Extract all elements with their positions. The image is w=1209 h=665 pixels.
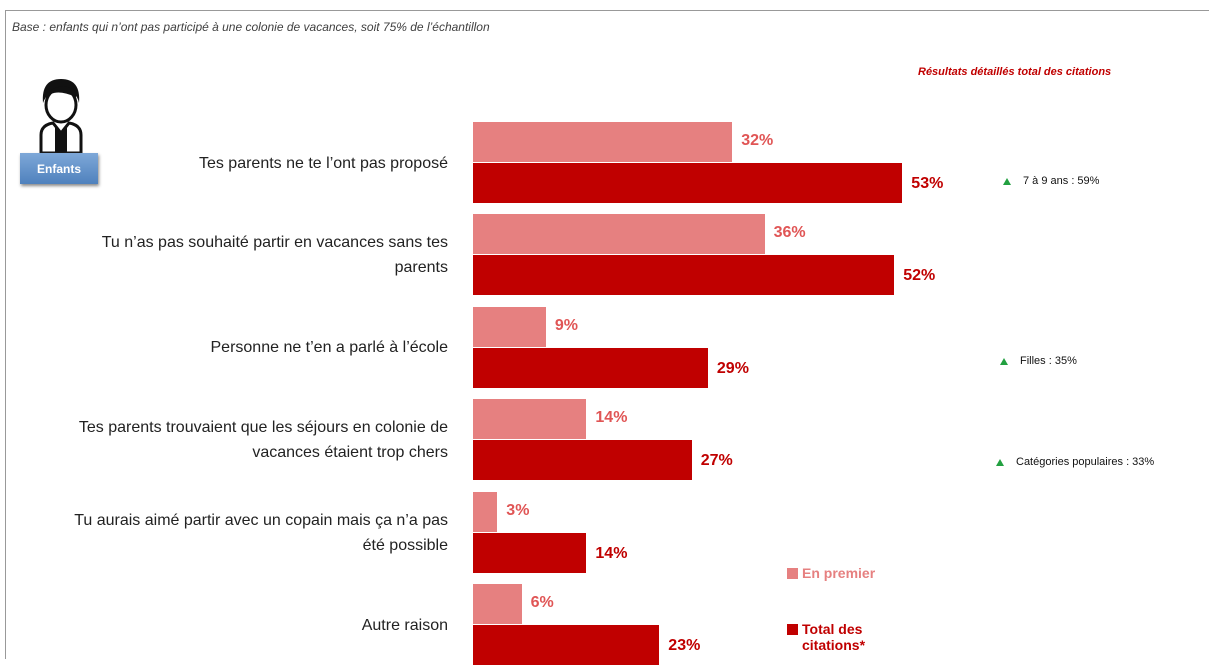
legend-label: Total des citations* <box>802 621 866 653</box>
value-label: 29% <box>716 359 749 377</box>
legend-swatch <box>787 624 798 635</box>
legend-item: En premier <box>787 565 927 581</box>
badge: Enfants <box>20 153 98 184</box>
annotation-text: Catégories populaires : 33% <box>1016 456 1155 468</box>
category-label: Tu n’as pas souhaité partir en vacances … <box>101 234 448 277</box>
bar <box>473 163 903 203</box>
bar <box>473 255 895 296</box>
bar <box>473 625 660 665</box>
value-label: 3% <box>506 501 530 519</box>
value-label: 27% <box>700 452 733 470</box>
annotation-marker <box>1000 357 1008 365</box>
bar <box>473 584 522 624</box>
value-label: 23% <box>668 637 701 654</box>
bar <box>473 306 546 347</box>
category-label: Tes parents ne te l’ont pas proposé <box>198 154 448 172</box>
bar <box>473 214 765 255</box>
annotation-text: 7 à 9 ans : 59% <box>1023 175 1100 187</box>
value-label: 14% <box>595 544 628 562</box>
frame <box>5 10 1209 659</box>
category-label: Tes parents trouvaient que les séjours e… <box>78 419 448 462</box>
value-label: 36% <box>773 224 806 242</box>
category-label: Personne ne t’en a parlé à l’école <box>210 339 449 357</box>
annotation: 7 à 9 ans : 59% <box>1003 175 1099 187</box>
bar <box>473 491 498 532</box>
annotation-marker <box>1003 177 1011 185</box>
value-label: 9% <box>554 316 579 334</box>
subtitle: Base : enfants qui n’ont pas participé à… <box>12 20 490 34</box>
value-label: 6% <box>530 594 554 611</box>
category-label: Tu aurais aimé partir avec un copain mai… <box>74 511 448 554</box>
bar <box>473 122 733 162</box>
annotation: Filles : 35% <box>1000 355 1077 367</box>
note: Résultats détaillés total des citations <box>918 66 1112 78</box>
legend-item: Total des citations* <box>787 621 887 653</box>
annotation: Catégories populaires : 33% <box>996 456 1154 468</box>
bar <box>473 440 692 481</box>
annotation-marker <box>996 458 1004 466</box>
legend-label: En premier <box>802 565 876 581</box>
value-label: 14% <box>595 409 628 427</box>
value-label: 32% <box>741 132 774 149</box>
value-label: 52% <box>903 267 936 285</box>
value-label: 53% <box>911 175 944 192</box>
bar <box>473 347 708 388</box>
child-icon <box>39 79 83 153</box>
bar <box>473 399 587 440</box>
annotation-text: Filles : 35% <box>1020 355 1077 367</box>
legend-swatch <box>787 568 798 579</box>
bar <box>473 532 587 573</box>
category-label: Autre raison <box>361 616 448 634</box>
